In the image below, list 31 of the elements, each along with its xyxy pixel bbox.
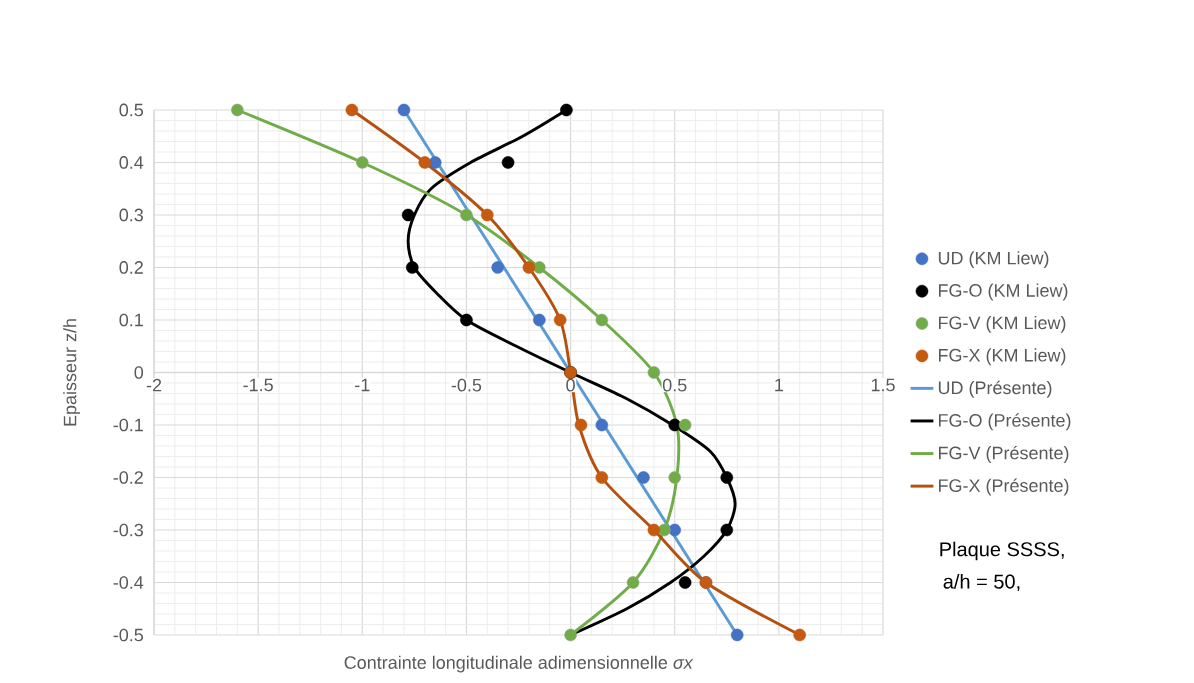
x-tick-label: -2 — [146, 378, 162, 392]
y-tick-label: 0.5 — [119, 103, 144, 117]
legend-label: FG-V (Présente) — [938, 445, 1069, 463]
text: a/h = 50, — [943, 573, 1020, 592]
x-tick-label: -1.5 — [243, 378, 273, 392]
y-tick-label: 0.2 — [119, 261, 143, 274]
y-tick-label: -0.4 — [113, 576, 144, 589]
legend-label: FG-O (Présente) — [938, 413, 1071, 431]
text: Plaque SSSS, — [940, 541, 1064, 561]
y-tick-label: -0.2 — [113, 471, 143, 484]
x-tick-label: 0 — [566, 378, 575, 392]
y-tick-label: -0.3 — [113, 523, 143, 537]
legend-label: FG-V (KM Liew) — [938, 315, 1066, 333]
legend-label: FG-O (KM Liew) — [938, 283, 1068, 301]
x-tick-label: 1 — [775, 378, 783, 392]
y-tick-label: 0 — [134, 366, 144, 379]
y-tick-label: -0.1 — [113, 418, 143, 432]
legend-label: UD (KM Liew) — [938, 251, 1049, 268]
x-axis-title: Contrainte longitudinale adimensionnelle σx — [344, 655, 694, 673]
legend-label: UD (Présente) — [938, 380, 1052, 398]
y-tick-label: 0.4 — [119, 156, 144, 169]
x-tick-label: -1 — [355, 378, 370, 392]
x-tick-label: 0.5 — [662, 378, 687, 392]
y-tick-label: -0.5 — [113, 628, 144, 642]
y-axis-title: Epaisseur z/h — [63, 319, 80, 426]
legend-label: FG-X (Présente) — [938, 478, 1069, 496]
x-tick-label: 1.5 — [871, 378, 895, 392]
y-tick-label: 0.1 — [119, 313, 143, 327]
x-tick-label: -0.5 — [451, 378, 482, 392]
legend-label: FG-X (KM Liew) — [938, 348, 1066, 366]
y-tick-label: 0.3 — [119, 208, 143, 222]
